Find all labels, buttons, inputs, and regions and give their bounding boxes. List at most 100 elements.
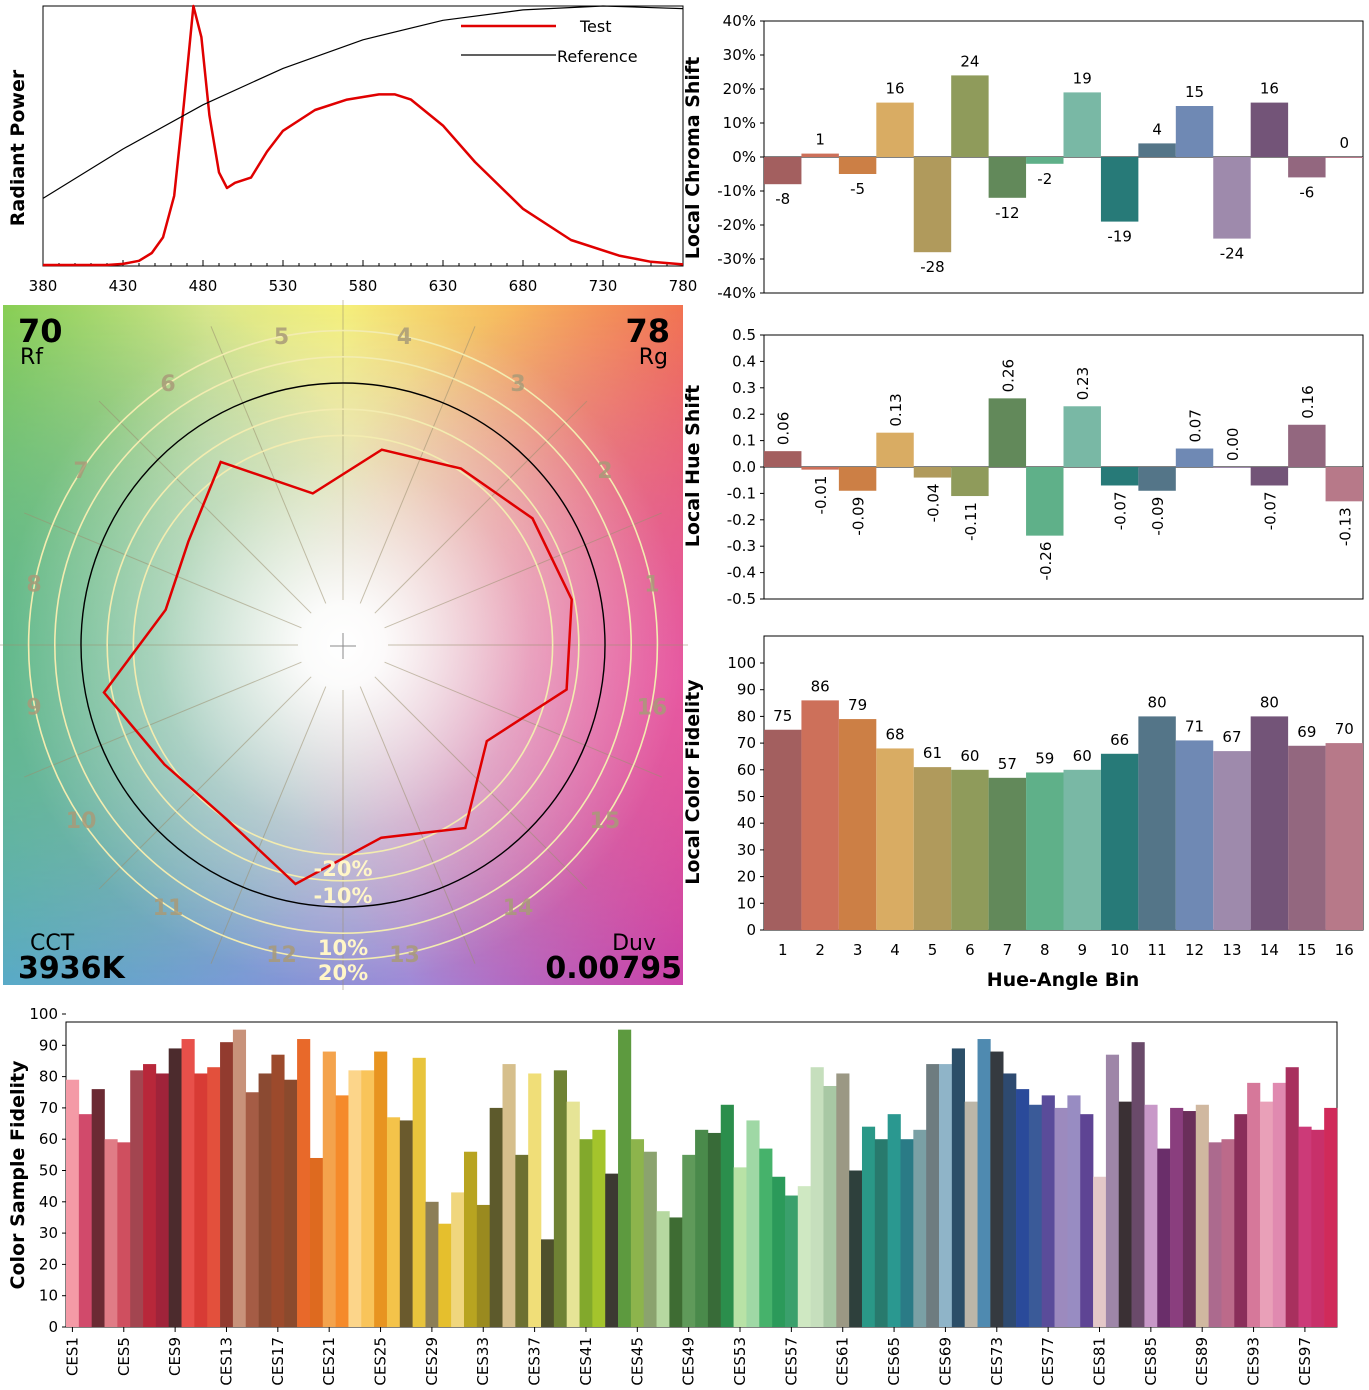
bar-value-label: 0.06: [775, 412, 793, 445]
sample-bars: [66, 1029, 1338, 1327]
sample-bar: [104, 1139, 118, 1327]
sample-bar: [772, 1176, 786, 1327]
sample-bar: [489, 1107, 503, 1327]
bar: [764, 157, 802, 185]
sample-bar: [1195, 1104, 1209, 1327]
bar: [1250, 102, 1289, 157]
y-tick-label: -40%: [717, 284, 756, 302]
y-tick-label: 0.4: [732, 352, 756, 370]
bar: [1100, 157, 1139, 222]
spoke: [374, 400, 588, 614]
y-tick-label: -0.3: [727, 537, 756, 555]
sample-bar: [528, 1073, 542, 1327]
y-tick-label: 30: [39, 1224, 58, 1242]
x-tick-label: 13: [1222, 941, 1241, 959]
spoke: [24, 661, 302, 778]
x-tick-label: CES89: [1193, 1337, 1211, 1386]
x-tick-label: 4: [890, 941, 900, 959]
bar: [1138, 143, 1176, 157]
x-tick-label: 530: [269, 277, 298, 295]
y-tick-label: 70: [737, 734, 756, 752]
x-tick-label: CES29: [423, 1337, 441, 1386]
sample-bar: [836, 1073, 850, 1327]
chroma-rings: [27, 329, 659, 961]
bar: [1288, 745, 1326, 930]
x-tick-label: 11: [1148, 941, 1167, 959]
sample-bar: [1272, 1082, 1286, 1327]
sample-bar: [117, 1142, 131, 1327]
x-tick-label: CES85: [1142, 1337, 1160, 1386]
sample-bar: [207, 1067, 221, 1327]
sample-bar: [258, 1073, 272, 1327]
bar: [1026, 157, 1064, 164]
spectrum-lines: [42, 4, 684, 267]
bar: [913, 767, 952, 930]
sample-bar: [861, 1126, 876, 1327]
bar-value-label: 60: [960, 747, 979, 765]
sample-bar: [939, 1064, 953, 1327]
sample-bar: [463, 1151, 478, 1327]
bar: [951, 769, 989, 930]
sample-bar: [1067, 1095, 1081, 1327]
y-tick-label: 0.3: [732, 379, 756, 397]
bar-value-label: -5: [850, 180, 865, 198]
sample-bar: [168, 1048, 182, 1327]
x-tick-label: CES93: [1245, 1337, 1263, 1386]
sample-bar: [592, 1129, 606, 1327]
sample-bar: [887, 1114, 901, 1327]
bar-value-label: 1: [815, 131, 825, 149]
chroma-bars: -8 1 -5 16 -28 24 -12 -2 19 -19 4 15 -24 16 -6 0: [764, 52, 1363, 276]
sample-bar: [309, 1157, 324, 1327]
test-spectrum-line: [43, 4, 684, 267]
sample-bar: [720, 1104, 734, 1327]
bar-value-label: 59: [1035, 749, 1054, 767]
sample-bar: [900, 1139, 914, 1327]
bar-value-label: 16: [885, 80, 904, 98]
sample-bar: [1182, 1111, 1197, 1327]
chroma-ring: [27, 329, 659, 961]
bar-value-label: -8: [775, 190, 790, 208]
sample-bar: [784, 1195, 799, 1327]
x-tick-label: CES5: [115, 1337, 133, 1376]
bar-value-label: -2: [1037, 170, 1052, 188]
bar-value-label: 86: [811, 677, 830, 695]
bar: [1138, 716, 1176, 930]
bar-value-label: -24: [1220, 245, 1245, 263]
y-tick-label: -0.2: [727, 511, 756, 529]
rf-value: 70: [18, 312, 63, 350]
bar-value-label: -28: [920, 258, 945, 276]
sample-bar: [810, 1067, 824, 1327]
sample-bar: [1028, 1104, 1043, 1327]
bar: [1175, 448, 1214, 467]
y-tick-label: 40: [39, 1193, 58, 1211]
x-tick-label: 10: [1110, 941, 1129, 959]
sample-bar: [502, 1064, 516, 1327]
y-tick-label: 10: [39, 1287, 58, 1305]
sample-bar: [695, 1129, 709, 1327]
y-tick-label: 0.5: [732, 326, 756, 344]
bar-value-label: 0.23: [1074, 367, 1092, 400]
x-tick-label: 9: [1077, 941, 1087, 959]
y-axis-title: Local Color Fidelity: [682, 679, 704, 885]
hue-bars: 0.06 -0.01 -0.09 0.13 -0.04 -0.11 0.26 -0.26 0.2…: [764, 359, 1363, 580]
x-tick-label: 730: [589, 277, 618, 295]
spoke: [374, 676, 588, 890]
sample-bar: [759, 1148, 773, 1327]
x-tick-label: 580: [349, 277, 378, 295]
y-tick-label: 100: [29, 1005, 58, 1023]
x-tick-label: CES81: [1090, 1337, 1108, 1386]
bar-value-label: -0.09: [850, 497, 868, 536]
sample-bar: [1247, 1082, 1261, 1327]
sample-bar: [220, 1042, 234, 1327]
sample-bar: [130, 1070, 144, 1327]
y-tick-label: -0.5: [727, 590, 756, 608]
reference-spectrum-line: [42, 5, 684, 199]
bin-number: 11: [153, 896, 184, 921]
sample-bar: [194, 1073, 208, 1327]
bar-value-label: -0.04: [924, 484, 942, 523]
x-tick-label: CES9: [166, 1337, 184, 1376]
x-tick-label: CES41: [577, 1337, 595, 1386]
sample-bar: [515, 1154, 529, 1327]
x-tick-label: 630: [429, 277, 458, 295]
